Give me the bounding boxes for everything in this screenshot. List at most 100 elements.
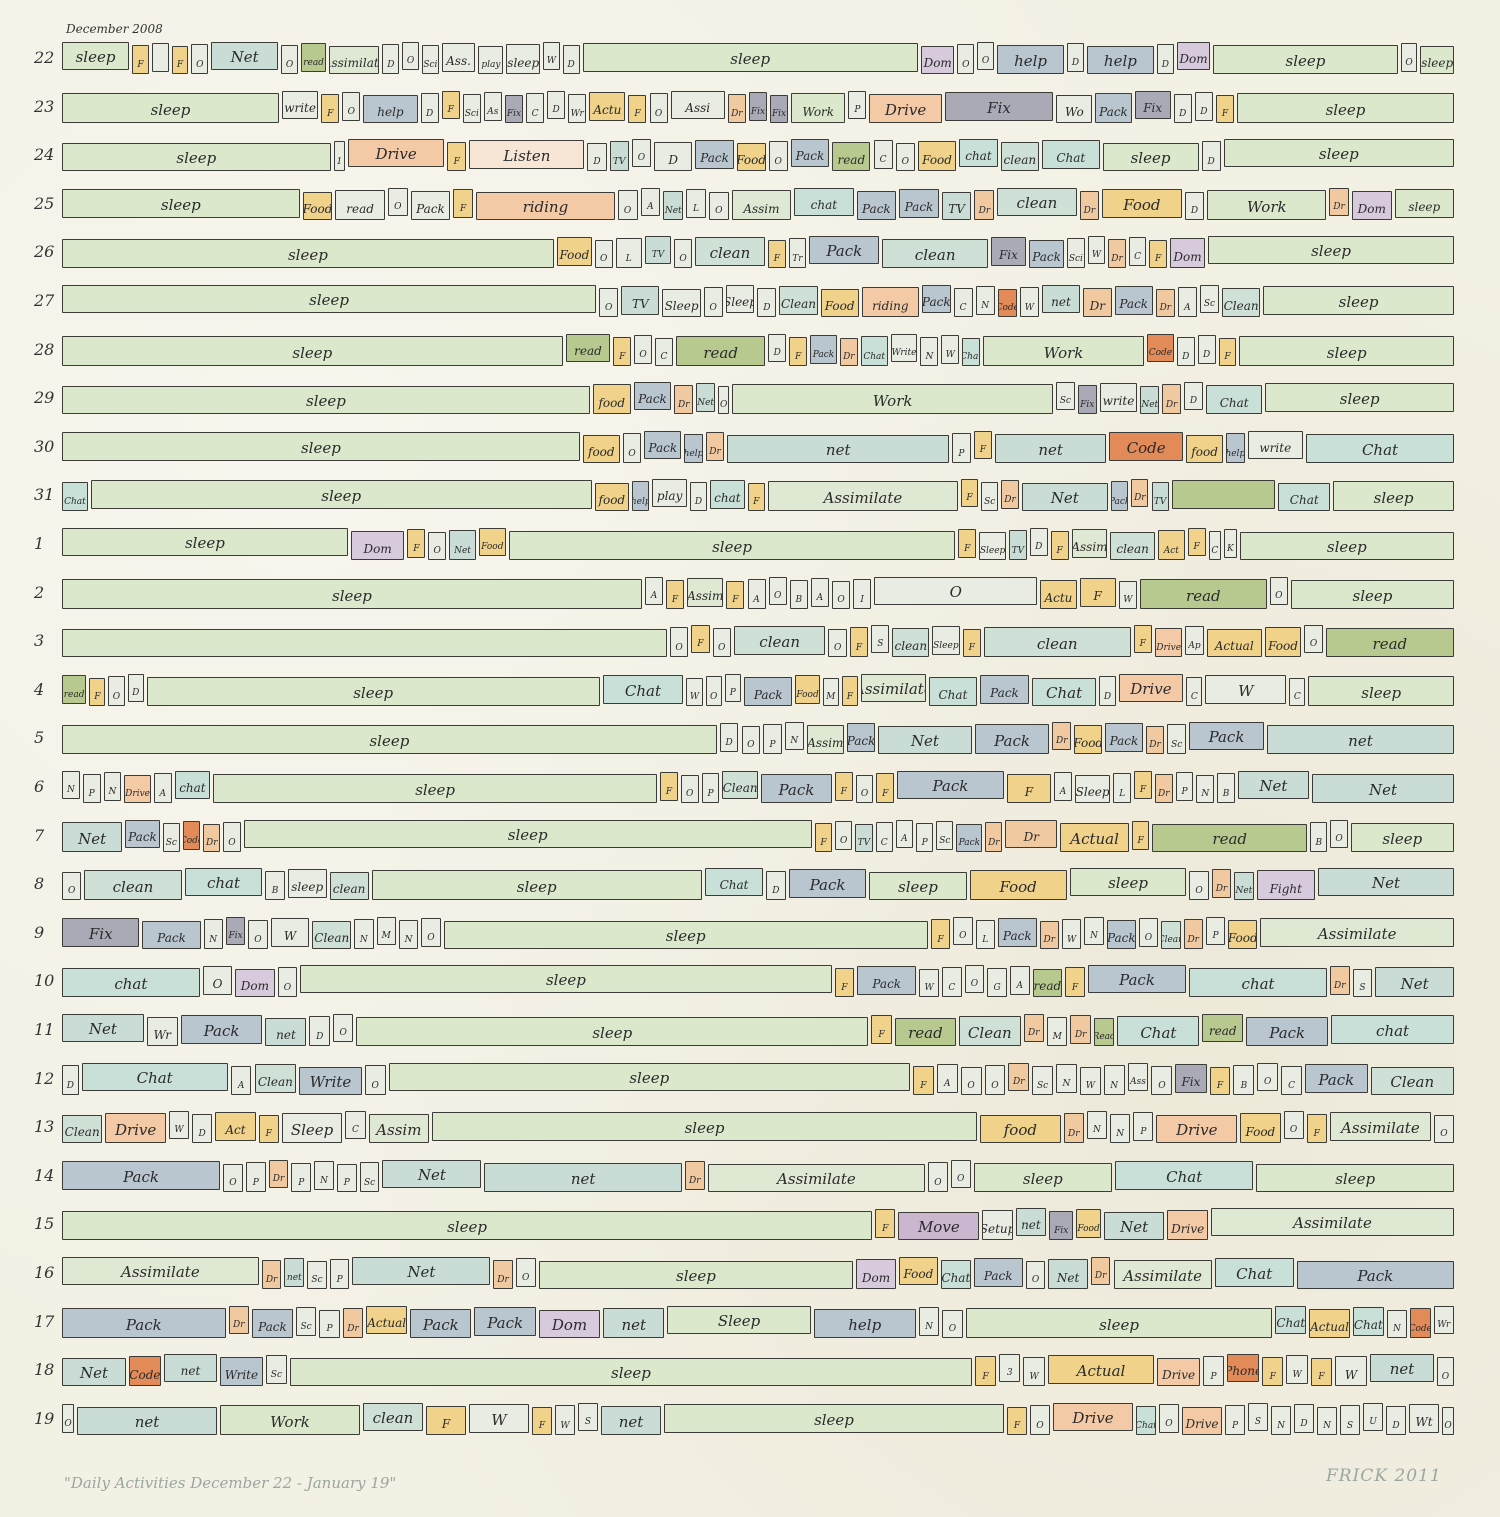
activity-block: Fix (1077, 385, 1097, 415)
activity-block: Pack (410, 190, 451, 220)
activity-block: D (1184, 382, 1203, 411)
activity-block: sleep (290, 1358, 972, 1387)
activity-block: Drive (869, 93, 942, 123)
activity-block: Drive (1053, 1402, 1133, 1431)
activity-block: Chat (81, 1062, 228, 1091)
activity-block: N (1103, 1064, 1125, 1095)
activity-block: Act (1157, 530, 1185, 560)
activity-block: Drive (1157, 1358, 1200, 1387)
activity-block: M (1047, 1017, 1068, 1046)
activity-block: Fix (225, 916, 246, 945)
activity-block: Drive (105, 1113, 166, 1144)
activity-block: Dr (342, 1307, 364, 1338)
activity-block: net (727, 434, 950, 463)
activity-block: F (930, 918, 951, 949)
activity-block: Chat (1205, 385, 1263, 415)
activity-block: P (1225, 1404, 1245, 1435)
activity-block: C (953, 288, 973, 317)
activity-block: sleep (869, 872, 967, 901)
activity-block: sleep (388, 1062, 910, 1091)
activity-block: D (1176, 336, 1195, 366)
day-label: 8 (34, 874, 45, 894)
activity-block: Net (382, 1159, 482, 1188)
activity-block: read (335, 189, 385, 220)
activity-block: C (526, 92, 545, 123)
activity-block: sleep (1420, 46, 1454, 74)
activity-block: Chat (1117, 1016, 1200, 1046)
activity-block: Pack (1087, 965, 1187, 994)
activity-block: C (1281, 1065, 1303, 1095)
activity-block: W (270, 917, 310, 947)
activity-block: sleep (538, 1261, 854, 1289)
activity-block: D (654, 142, 693, 172)
activity-block: sleep (62, 143, 331, 172)
activity-block: O (1283, 1111, 1304, 1140)
activity-block: N (354, 918, 374, 949)
activity-block: Code (1146, 333, 1174, 362)
activity-block: TV (1151, 482, 1169, 512)
activity-block: P (336, 1163, 357, 1192)
activity-block: chat (62, 968, 200, 998)
activity-block: Sleep (1074, 775, 1111, 803)
activity-block: sleep (90, 480, 592, 510)
day-label: 12 (34, 1068, 55, 1088)
activity-block: sleep (62, 1211, 873, 1241)
activity-block: F (834, 772, 853, 801)
activity-block: Chat (1352, 1306, 1384, 1336)
activity-block: Assim (1071, 529, 1108, 558)
activity-block: O (984, 1064, 1006, 1095)
activity-block: O (402, 42, 419, 70)
activity-block: Food (1074, 725, 1103, 755)
activity-block: N (918, 1306, 940, 1336)
activity-block: F (814, 822, 833, 852)
activity-block: sleep (62, 239, 554, 269)
activity-block: Write (299, 1066, 362, 1095)
activity-block: P (763, 724, 782, 755)
activity-block: F (849, 627, 869, 658)
activity-block: N (920, 336, 939, 366)
activity-block: Dr (1131, 479, 1149, 508)
activity-block: Net (1021, 483, 1108, 512)
activity-block: F (1149, 240, 1167, 269)
activity-block: C (1186, 676, 1203, 706)
activity-block: sleep (1263, 286, 1454, 315)
activity-block: Assimilate (1210, 1208, 1454, 1237)
activity-block: clean (694, 237, 766, 267)
activity-block: Pack (125, 819, 160, 848)
activity-block: Pack (790, 139, 830, 168)
day-label: 4 (34, 679, 45, 699)
activity-block: F (1306, 1114, 1327, 1144)
activity-block: O (421, 917, 441, 947)
activity-block: Dr (705, 431, 725, 461)
activity-block: O (281, 45, 298, 74)
activity-block: sleep (1350, 822, 1454, 852)
activity-block: F (912, 1065, 934, 1095)
activity-block: Dom (1169, 238, 1206, 269)
activity-block: F (876, 773, 895, 803)
activity-block: Net (663, 190, 684, 220)
activity-block: D (547, 90, 566, 119)
activity-block: Net (62, 821, 123, 852)
activity-block: Dom (235, 969, 275, 998)
activity-block: Net (1140, 386, 1160, 415)
activity-block: F (628, 94, 647, 123)
activity-block: D (309, 1016, 330, 1046)
activity-block: W (469, 1403, 529, 1433)
activity-block: Pack (1028, 240, 1065, 269)
activity-block: read (1152, 823, 1308, 852)
activity-block: Food (736, 143, 766, 172)
activity-block: P (82, 774, 101, 803)
activity-block: food (980, 1115, 1061, 1144)
activity-block: O (108, 675, 125, 706)
activity-block: F (1133, 625, 1152, 654)
activity-block: O (768, 141, 788, 172)
day-label: 19 (34, 1408, 55, 1428)
activity-block: play (478, 46, 504, 74)
activity-block: Net (211, 42, 279, 70)
activity-block: Actu (1040, 579, 1077, 609)
activity-block: Dr (1211, 869, 1232, 899)
activity-block: F (1132, 820, 1150, 850)
activity-block: F (871, 1015, 892, 1044)
